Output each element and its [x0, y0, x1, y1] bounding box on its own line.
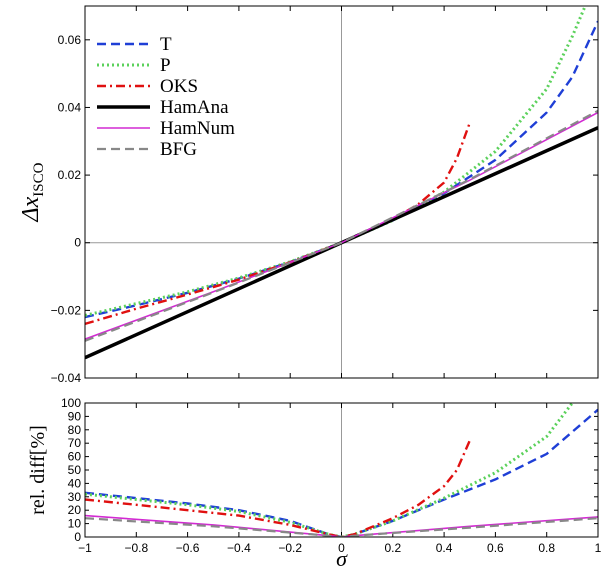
bottom-ytick-label: 40 — [68, 476, 82, 490]
top-series-p — [85, 6, 587, 317]
bottom-xtick-label: −0.4 — [227, 541, 251, 555]
bottom-xtick-label: 0.6 — [487, 541, 504, 555]
top-ylabel-main: Δx — [18, 196, 44, 222]
top-series-oks — [85, 122, 471, 326]
top-ytick-label: 0.04 — [58, 100, 82, 114]
bottom-series-p — [85, 403, 574, 537]
bottom-series-oks — [85, 440, 471, 537]
bottom-ytick-label: 70 — [68, 436, 82, 450]
bottom-plot-frame — [84, 402, 599, 538]
bottom-ytick-label: 30 — [68, 490, 82, 504]
bottom-ytick-label: 20 — [68, 503, 82, 517]
legend-label-hamana: HamAna — [160, 97, 229, 118]
bottom-ytick-label: 90 — [68, 409, 82, 423]
bottom-xtick-label: −0.6 — [176, 541, 200, 555]
bottom-xtick-label: 1 — [595, 541, 602, 555]
bottom-xtick-label: −0.8 — [124, 541, 148, 555]
legend-label-bfg: BFG — [160, 139, 197, 160]
bottom-ytick-label: 100 — [61, 396, 81, 410]
top-ylabel: ΔxISCO — [18, 162, 47, 222]
bottom-ytick-label: 10 — [68, 517, 82, 531]
top-ytick-label: 0.06 — [58, 33, 82, 47]
bottom-ylabel: rel. diff[%] — [27, 425, 49, 515]
bottom-xtick-label: 0.4 — [436, 541, 453, 555]
top-ytick-label: −0.02 — [51, 303, 82, 317]
bottom-ytick-label: 60 — [68, 450, 82, 464]
bottom-series-hamnum — [85, 514, 598, 537]
legend-label-oks: OKS — [160, 76, 198, 97]
legend-label-t: T — [160, 34, 172, 55]
bottom-xtick-label: −1 — [78, 541, 92, 555]
top-series-bfg — [85, 109, 598, 342]
top-ytick-label: 0.02 — [58, 168, 82, 182]
top-ylabel-subscript: ISCO — [31, 162, 47, 196]
bottom-ytick-label: 0 — [74, 530, 81, 544]
bottom-xtick-label: −0.2 — [278, 541, 302, 555]
legend-label-p: P — [160, 55, 171, 76]
bottom-xtick-label: 0 — [338, 541, 345, 555]
bottom-xtick-label: 0.2 — [384, 541, 401, 555]
top-ytick-label: 0 — [74, 236, 81, 250]
top-plot-frame — [84, 5, 599, 379]
bottom-xlabel: σ — [336, 546, 348, 569]
bottom-ytick-label: 80 — [68, 423, 82, 437]
top-ytick-label: −0.04 — [51, 371, 82, 385]
bottom-series-t — [85, 408, 598, 537]
bottom-xtick-label: 0.8 — [538, 541, 555, 555]
bottom-ytick-label: 50 — [68, 463, 82, 477]
bottom-series-bfg — [85, 517, 598, 537]
legend-label-hamnum: HamNum — [160, 118, 235, 139]
